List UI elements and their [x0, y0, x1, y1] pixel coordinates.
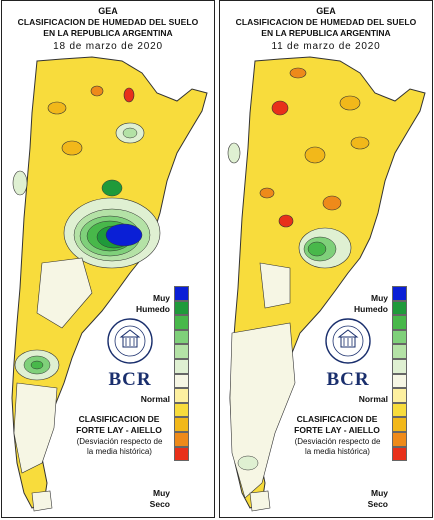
legend-swatch	[392, 344, 407, 359]
classification-sub-line2: la media histórica)	[305, 447, 370, 456]
legend-swatch	[392, 388, 407, 403]
argentina-soil-moisture-map	[227, 56, 426, 512]
classification-title: CLASIFICACION DE FORTE LAY - AIELLO	[64, 414, 174, 436]
legend-normal: Normal	[140, 394, 170, 404]
classification-title-line1: CLASIFICACION DE	[296, 414, 378, 424]
legend-swatch	[392, 329, 407, 345]
argentina-outline	[11, 56, 208, 509]
bcr-seal-icon	[325, 318, 371, 364]
legend-swatch	[174, 417, 189, 432]
classification-sub-line2: la media histórica)	[87, 447, 152, 456]
legend-swatch	[174, 402, 189, 418]
argentina-soil-moisture-map	[11, 56, 208, 512]
color-legend	[174, 286, 190, 462]
map-panel-18-marzo: GEA CLASIFICACION DE HUMEDAD DEL SUELO E…	[1, 0, 215, 518]
legend-muy-seco: Muy	[371, 488, 388, 498]
legend-swatch	[174, 388, 189, 403]
legend-swatch	[392, 446, 407, 462]
legend-swatch	[174, 329, 189, 345]
legend-swatch	[174, 446, 189, 462]
classification-title-line2: FORTE LAY - AIELLO	[76, 425, 162, 435]
org-name: GEA	[316, 6, 336, 16]
legend-swatch	[392, 417, 407, 432]
bcr-logo-text: BCR	[108, 369, 152, 390]
classification-title-line1: CLASIFICACION DE	[78, 414, 160, 424]
legend-swatch	[392, 402, 407, 418]
bcr-logo-text: BCR	[326, 369, 370, 390]
map-date: 11 de marzo de 2020	[271, 41, 381, 52]
title-line2: EN LA REPUBLICA ARGENTINA	[43, 28, 173, 38]
legend-humedo: Humedo	[136, 304, 170, 314]
map-panel-11-marzo: GEA CLASIFICACION DE HUMEDAD DEL SUELO E…	[219, 0, 433, 518]
classification-subtitle: (Desviación respecto de la media históri…	[280, 437, 395, 457]
title-line1: CLASIFICACION DE HUMEDAD DEL SUELO	[17, 17, 199, 27]
legend-muy-humedo: Muy	[153, 293, 170, 303]
legend-swatch	[174, 344, 189, 359]
legend-humedo: Humedo	[354, 304, 388, 314]
legend-swatch	[392, 358, 407, 374]
color-legend	[392, 286, 408, 462]
legend-seco: Seco	[367, 499, 388, 509]
legend-swatch	[392, 300, 407, 316]
legend-swatch	[174, 358, 189, 374]
classification-title: CLASIFICACION DE FORTE LAY - AIELLO	[282, 414, 392, 436]
map-date: 18 de marzo de 2020	[53, 41, 163, 52]
title-line1: CLASIFICACION DE HUMEDAD DEL SUELO	[235, 17, 417, 27]
title-line2: EN LA REPUBLICA ARGENTINA	[261, 28, 391, 38]
legend-muy-seco: Muy	[153, 488, 170, 498]
classification-sub-line1: (Desviación respecto de	[294, 437, 381, 446]
legend-swatch	[174, 300, 189, 316]
legend-swatch	[392, 373, 407, 389]
org-name: GEA	[98, 6, 118, 16]
classification-subtitle: (Desviación respecto de la media históri…	[62, 437, 177, 457]
legend-swatch	[174, 286, 189, 301]
legend-normal: Normal	[358, 394, 388, 404]
legend-seco: Seco	[149, 499, 170, 509]
bcr-seal-icon	[107, 318, 153, 364]
legend-swatch	[174, 315, 189, 330]
legend-swatch	[392, 431, 407, 447]
legend-swatch	[392, 315, 407, 330]
legend-muy-humedo: Muy	[371, 293, 388, 303]
legend-swatch	[392, 286, 407, 301]
legend-swatch	[174, 373, 189, 389]
classification-sub-line1: (Desviación respecto de	[76, 437, 163, 446]
legend-swatch	[174, 431, 189, 447]
classification-title-line2: FORTE LAY - AIELLO	[294, 425, 380, 435]
